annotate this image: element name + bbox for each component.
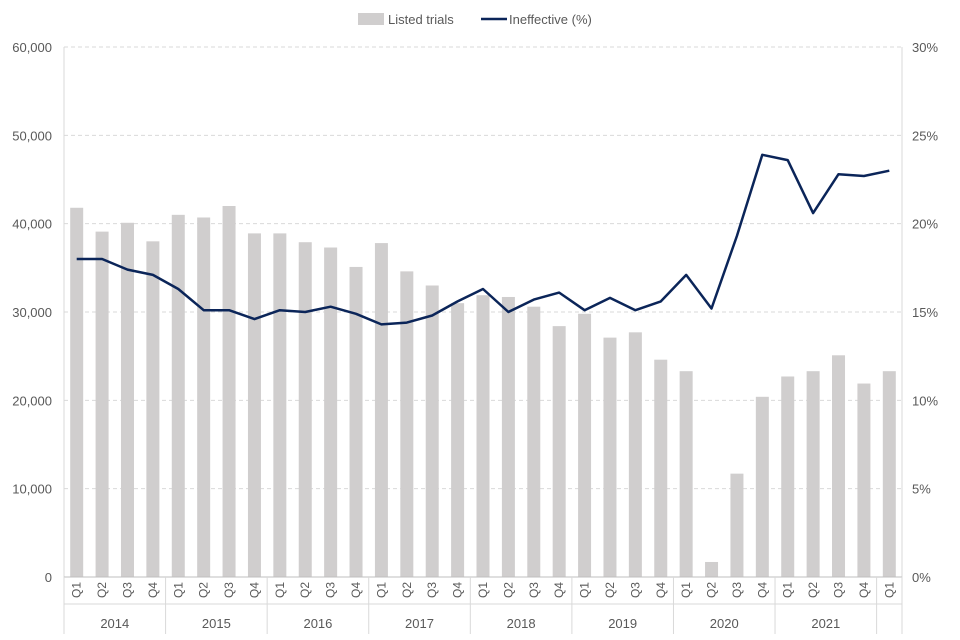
legend: Listed trials Ineffective (%) bbox=[358, 12, 592, 27]
x-tick-label: Q3 bbox=[222, 582, 236, 598]
bar bbox=[578, 313, 592, 577]
axes: 0 0% 10,000 5% 20,000 10% 30,000 15% 40,000 20% 50… bbox=[12, 40, 938, 585]
bar bbox=[806, 371, 820, 577]
bar bbox=[324, 247, 338, 577]
bar-series bbox=[70, 206, 896, 578]
y-tick-label-left: 40,000 bbox=[12, 217, 52, 232]
year-label: 2019 bbox=[608, 616, 637, 631]
bar bbox=[146, 241, 160, 578]
x-tick-label: Q4 bbox=[755, 582, 769, 598]
legend-label-ineffective: Ineffective (%) bbox=[509, 12, 592, 27]
bar bbox=[247, 233, 261, 577]
x-tick-label: Q4 bbox=[857, 582, 871, 598]
x-tick-label: Q4 bbox=[451, 582, 465, 598]
line-series bbox=[76, 153, 890, 326]
year-label: 2016 bbox=[303, 616, 332, 631]
year-label: 2018 bbox=[507, 616, 536, 631]
x-tick-label: Q1 bbox=[273, 582, 287, 598]
x-tick-label: Q4 bbox=[349, 582, 363, 598]
bar bbox=[705, 561, 719, 577]
y-tick-label-left: 60,000 bbox=[12, 40, 52, 55]
x-tick-label: Q3 bbox=[425, 582, 439, 598]
x-tick-label: Q4 bbox=[248, 582, 262, 598]
bar bbox=[527, 306, 541, 577]
y-tick-label-left: 0 bbox=[45, 570, 52, 585]
bar bbox=[755, 396, 769, 577]
year-label: 2017 bbox=[405, 616, 434, 631]
year-label: 2021 bbox=[811, 616, 840, 631]
bar bbox=[628, 332, 642, 577]
bar bbox=[679, 371, 693, 577]
bar bbox=[197, 217, 211, 577]
bar bbox=[501, 296, 515, 577]
bar bbox=[70, 207, 84, 577]
x-tick-label: Q1 bbox=[374, 582, 388, 598]
bar bbox=[730, 473, 744, 577]
bar bbox=[857, 383, 871, 577]
bar bbox=[451, 303, 465, 577]
x-tick-label: Q1 bbox=[476, 582, 490, 598]
bar bbox=[273, 233, 287, 577]
y-tick-label-right: 30% bbox=[912, 40, 938, 55]
bar bbox=[882, 371, 896, 577]
x-tick-label: Q4 bbox=[146, 582, 160, 598]
bar bbox=[832, 355, 846, 577]
x-tick-label: Q1 bbox=[882, 582, 896, 598]
x-tick-label: Q1 bbox=[679, 582, 693, 598]
x-tick-label: Q2 bbox=[705, 582, 719, 598]
ineffective-line bbox=[76, 153, 890, 326]
x-tick-label: Q3 bbox=[121, 582, 135, 598]
x-tick-label: Q4 bbox=[654, 582, 668, 598]
y-tick-label-right: 5% bbox=[912, 482, 931, 497]
bar bbox=[349, 266, 363, 577]
y-tick-label-left: 20,000 bbox=[12, 393, 52, 408]
x-tick-label: Q4 bbox=[552, 582, 566, 598]
x-tick-label: Q3 bbox=[832, 582, 846, 598]
bar bbox=[120, 222, 134, 578]
x-tick-label: Q1 bbox=[171, 582, 185, 598]
x-tick-label: Q3 bbox=[730, 582, 744, 598]
bar bbox=[222, 206, 236, 577]
x-tick-label: Q3 bbox=[527, 582, 541, 598]
year-label: 2014 bbox=[100, 616, 129, 631]
bar bbox=[603, 337, 617, 577]
bar bbox=[374, 243, 388, 577]
x-tick-label: Q2 bbox=[400, 582, 414, 598]
x-tick-label: Q1 bbox=[781, 582, 795, 598]
x-tick-label: Q2 bbox=[806, 582, 820, 598]
bar bbox=[95, 231, 109, 577]
bar bbox=[425, 285, 439, 577]
bar bbox=[171, 214, 185, 578]
bar bbox=[552, 326, 566, 577]
y-tick-label-right: 0% bbox=[912, 570, 931, 585]
y-tick-label-right: 10% bbox=[912, 393, 938, 408]
y-tick-label-left: 30,000 bbox=[12, 305, 52, 320]
y-tick-label-left: 50,000 bbox=[12, 128, 52, 143]
y-tick-label-right: 25% bbox=[912, 128, 938, 143]
y-tick-label-right: 15% bbox=[912, 305, 938, 320]
bar bbox=[400, 271, 414, 577]
bar bbox=[298, 242, 312, 577]
x-tick-label: Q3 bbox=[324, 582, 338, 598]
bar bbox=[654, 359, 668, 577]
year-label: 2015 bbox=[202, 616, 231, 631]
x-tick-label: Q2 bbox=[501, 582, 515, 598]
x-tick-label: Q3 bbox=[628, 582, 642, 598]
x-tick-label: Q1 bbox=[578, 582, 592, 598]
year-label: 2020 bbox=[710, 616, 739, 631]
bar bbox=[781, 376, 795, 577]
x-tick-label: Q1 bbox=[70, 582, 84, 598]
y-tick-label-left: 10,000 bbox=[12, 482, 52, 497]
legend-label-listed-trials: Listed trials bbox=[388, 12, 454, 27]
x-tick-label: Q2 bbox=[95, 582, 109, 598]
y-tick-label-right: 20% bbox=[912, 217, 938, 232]
x-tick-label: Q2 bbox=[197, 582, 211, 598]
x-tick-label: Q2 bbox=[603, 582, 617, 598]
legend-swatch-listed-trials bbox=[358, 13, 384, 25]
bar bbox=[476, 295, 490, 577]
x-tick-label: Q2 bbox=[298, 582, 312, 598]
x-axis: Q1 Q2 Q3 Q4 Q1 Q2 Q3 Q4 Q1 Q2 Q3 Q4 Q1 Q2 Q3 Q4 Q1 Q2 Q3 Q4… bbox=[63, 577, 903, 634]
